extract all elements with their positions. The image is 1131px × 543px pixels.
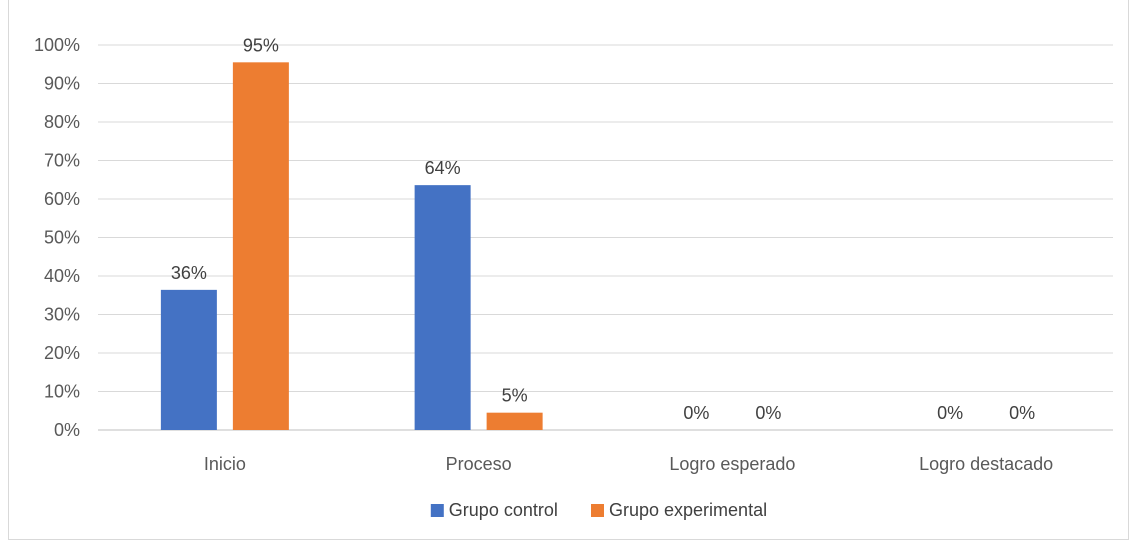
chart-frame — [8, 0, 1129, 540]
y-tick-label: 80% — [44, 112, 80, 132]
y-tick-label: 90% — [44, 74, 80, 94]
data-label: 0% — [755, 403, 781, 423]
x-category-label: Logro esperado — [669, 454, 795, 474]
data-label: 95% — [243, 35, 279, 55]
data-label: 0% — [937, 403, 963, 423]
y-tick-label: 60% — [44, 189, 80, 209]
bar — [414, 185, 471, 430]
y-tick-label: 20% — [44, 343, 80, 363]
y-tick-label: 40% — [44, 266, 80, 286]
data-label: 0% — [683, 403, 709, 423]
x-category-label: Logro destacado — [919, 454, 1053, 474]
legend-swatch — [430, 504, 444, 517]
y-tick-label: 100% — [34, 35, 80, 55]
legend-swatch — [591, 504, 604, 517]
y-tick-label: 70% — [44, 151, 80, 171]
legend-label: Grupo control — [449, 500, 558, 520]
x-category-label: Proceso — [446, 454, 512, 474]
data-label: 36% — [171, 263, 207, 283]
data-label: 5% — [502, 386, 528, 406]
bar — [160, 289, 217, 430]
data-label: 0% — [1009, 403, 1035, 423]
y-tick-label: 30% — [44, 305, 80, 325]
y-tick-label: 0% — [54, 420, 80, 440]
y-tick-label: 50% — [44, 228, 80, 248]
bar — [486, 412, 543, 430]
y-tick-label: 10% — [44, 382, 80, 402]
x-category-label: Inicio — [204, 454, 246, 474]
bar — [232, 62, 289, 430]
legend-label: Grupo experimental — [609, 500, 767, 520]
data-label: 64% — [425, 158, 461, 178]
